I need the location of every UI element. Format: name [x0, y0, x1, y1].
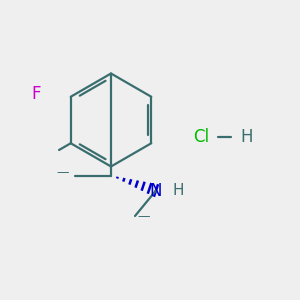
Text: H: H: [240, 128, 253, 146]
Text: —: —: [138, 211, 150, 224]
Text: N: N: [150, 182, 162, 200]
Text: H: H: [172, 183, 184, 198]
Text: F: F: [31, 85, 40, 103]
Text: —: —: [56, 166, 69, 179]
Text: Cl: Cl: [193, 128, 209, 146]
